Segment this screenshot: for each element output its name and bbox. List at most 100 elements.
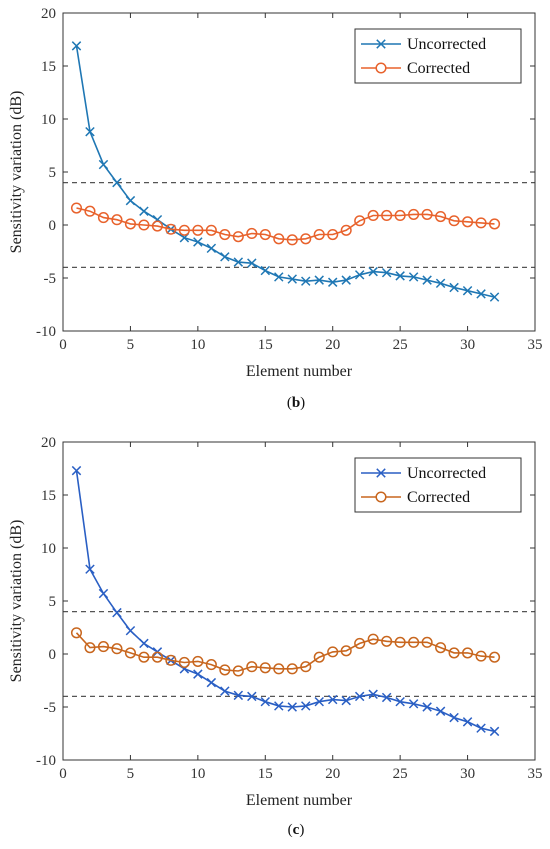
data-point-marker — [178, 224, 190, 236]
legend-marker — [376, 468, 386, 478]
series-uncorrected — [71, 41, 500, 302]
data-point-marker — [462, 285, 473, 296]
data-point-marker — [138, 651, 150, 663]
data-point-marker — [193, 237, 203, 247]
data-point-marker — [192, 224, 204, 236]
y-tick-label: 0 — [49, 647, 57, 663]
data-point-marker — [98, 159, 109, 170]
x-tick-label: 25 — [393, 337, 408, 353]
data-point-marker — [395, 696, 405, 707]
data-point-marker — [381, 209, 393, 222]
data-point-marker — [286, 234, 298, 246]
legend-label: Corrected — [407, 489, 470, 506]
x-axis-label: Element number — [246, 792, 353, 809]
data-point-marker — [489, 292, 500, 302]
data-point-marker — [354, 270, 365, 280]
data-point-marker — [475, 650, 487, 662]
data-point-marker — [219, 664, 231, 676]
data-point-marker — [394, 209, 406, 222]
data-point-marker — [408, 636, 420, 648]
data-point-marker — [274, 272, 284, 282]
data-point-marker — [367, 633, 379, 645]
data-point-marker — [205, 224, 217, 236]
x-tick-label: 30 — [460, 766, 475, 782]
x-tick-label: 5 — [127, 766, 135, 782]
plot-frame — [62, 441, 536, 761]
data-point-marker — [462, 216, 474, 228]
data-point-marker — [220, 252, 230, 262]
data-point-marker — [449, 282, 459, 293]
data-point-marker — [220, 686, 230, 696]
data-point-marker — [85, 564, 95, 574]
data-point-marker — [489, 726, 500, 737]
legend-marker — [376, 39, 386, 49]
data-point-marker — [449, 712, 459, 723]
data-point-marker — [354, 637, 366, 649]
series-line-corrected — [75, 632, 495, 672]
x-tick-label: 35 — [528, 766, 543, 782]
series-corrected — [70, 627, 501, 677]
data-point-marker — [139, 638, 149, 649]
x-axis-label: Element number — [246, 363, 353, 380]
data-point-marker — [165, 223, 177, 235]
data-point-marker — [475, 217, 487, 229]
x-tick-label: 0 — [59, 337, 67, 353]
data-point-marker — [71, 41, 82, 51]
data-point-marker — [421, 208, 433, 220]
y-tick-label: 0 — [49, 218, 57, 234]
legend: Uncorrected Corrected — [354, 457, 522, 513]
data-point-marker — [340, 645, 352, 657]
data-point-marker — [260, 265, 271, 276]
legend-box — [354, 457, 522, 513]
data-point-marker — [273, 233, 285, 245]
x-tick-label: 20 — [325, 766, 340, 782]
data-point-marker — [206, 677, 217, 688]
x-tick-label: 20 — [325, 337, 340, 353]
data-point-marker — [354, 215, 366, 227]
data-point-marker — [435, 278, 446, 289]
data-point-marker — [435, 706, 446, 716]
y-tick-label: -5 — [44, 700, 57, 716]
data-point-marker — [233, 257, 244, 267]
data-point-marker — [139, 206, 149, 216]
data-point-marker — [354, 691, 365, 702]
data-point-marker — [314, 696, 324, 707]
data-point-marker — [300, 233, 312, 245]
data-point-marker — [193, 669, 203, 679]
x-tick-label: 15 — [258, 766, 273, 782]
plot-frame — [62, 12, 536, 332]
data-point-marker — [300, 661, 312, 673]
data-point-marker — [232, 231, 244, 243]
data-point-marker — [341, 275, 351, 285]
series-corrected — [70, 202, 501, 246]
data-point-marker — [368, 689, 378, 700]
data-point-marker — [70, 627, 83, 639]
y-tick-label: 15 — [41, 59, 56, 75]
x-tick-label: 25 — [393, 766, 408, 782]
data-point-marker — [246, 227, 258, 240]
data-point-marker — [259, 228, 271, 241]
legend: Uncorrected Corrected — [354, 28, 522, 84]
legend-marker — [375, 491, 387, 503]
data-point-marker — [435, 642, 447, 654]
data-point-marker — [85, 126, 95, 137]
panel-label: (b) — [287, 395, 305, 411]
data-point-marker — [111, 643, 123, 655]
series-uncorrected — [71, 465, 500, 737]
data-point-marker — [381, 692, 392, 703]
data-point-marker — [178, 656, 190, 669]
y-axis-label: Sensitivity variation (dB) — [8, 91, 25, 254]
y-tick-label: -5 — [44, 271, 57, 287]
panel-label: (c) — [288, 822, 305, 838]
data-point-marker — [286, 663, 298, 675]
legend-label: Uncorrected — [407, 36, 486, 53]
data-point-marker — [476, 723, 486, 733]
data-point-marker — [84, 205, 96, 217]
data-point-marker — [367, 209, 379, 222]
data-point-marker — [476, 289, 486, 299]
legend-marker — [375, 62, 387, 74]
data-point-marker — [488, 651, 501, 663]
data-point-marker — [287, 702, 297, 712]
data-point-marker — [151, 220, 163, 232]
